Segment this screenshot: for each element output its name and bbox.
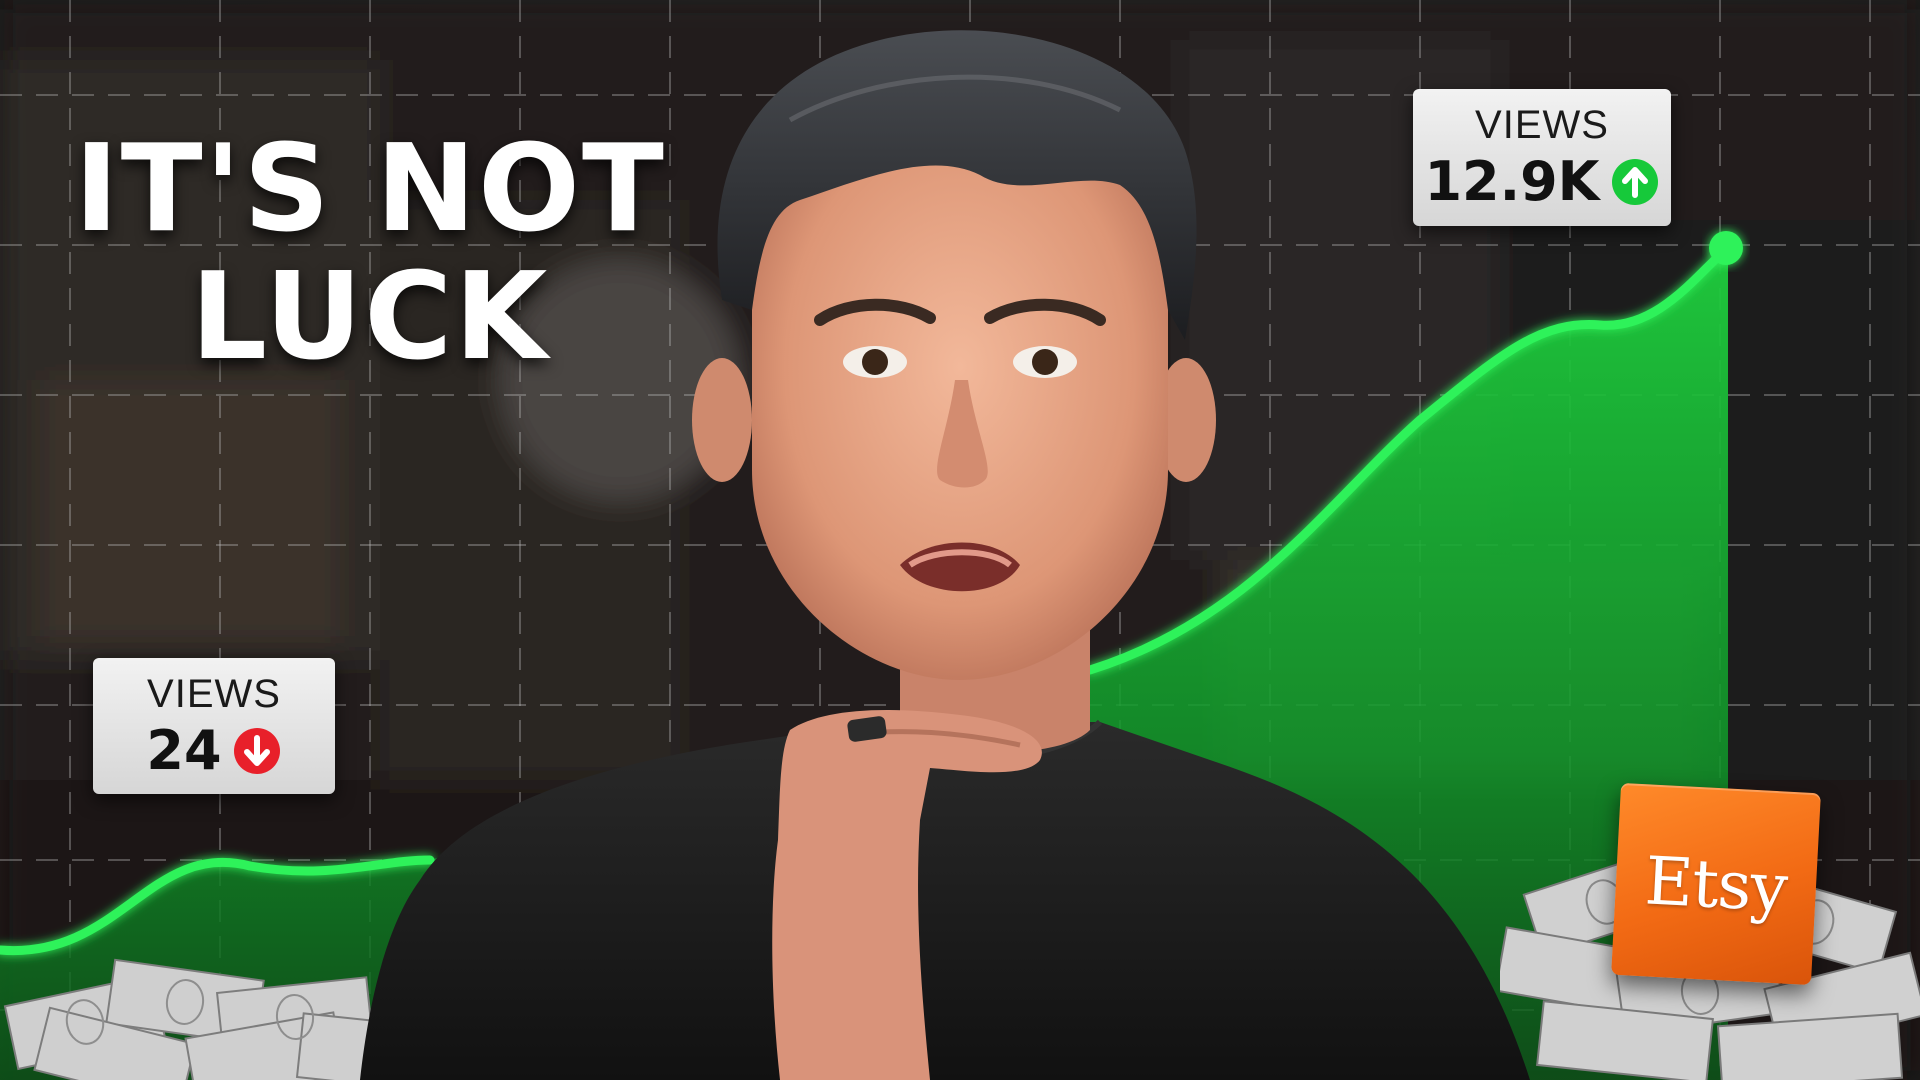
etsy-logo: Etsy [1611, 782, 1821, 986]
arrow-up-circle-icon [1611, 159, 1658, 205]
hair [717, 30, 1197, 341]
views-label: VIEWS [147, 672, 281, 716]
torso [360, 719, 1530, 1080]
headline-line-2: LUCK [190, 248, 550, 387]
views-value: 12.9K [1424, 150, 1600, 213]
chart-end-point [1709, 231, 1743, 265]
views-label: VIEWS [1475, 103, 1609, 147]
arrow-down-circle-icon [233, 728, 280, 774]
chart-line [0, 855, 435, 956]
chart-line [1085, 243, 1733, 675]
hand [772, 710, 1042, 1080]
face [814, 298, 1106, 592]
views-value: 24 [146, 719, 222, 782]
headline-line-1: IT'S NOT [74, 120, 666, 259]
etsy-logo-text: Etsy [1643, 841, 1789, 927]
views-card-low: VIEWS 24 [93, 658, 335, 794]
views-card-high: VIEWS 12.9K [1413, 89, 1671, 226]
